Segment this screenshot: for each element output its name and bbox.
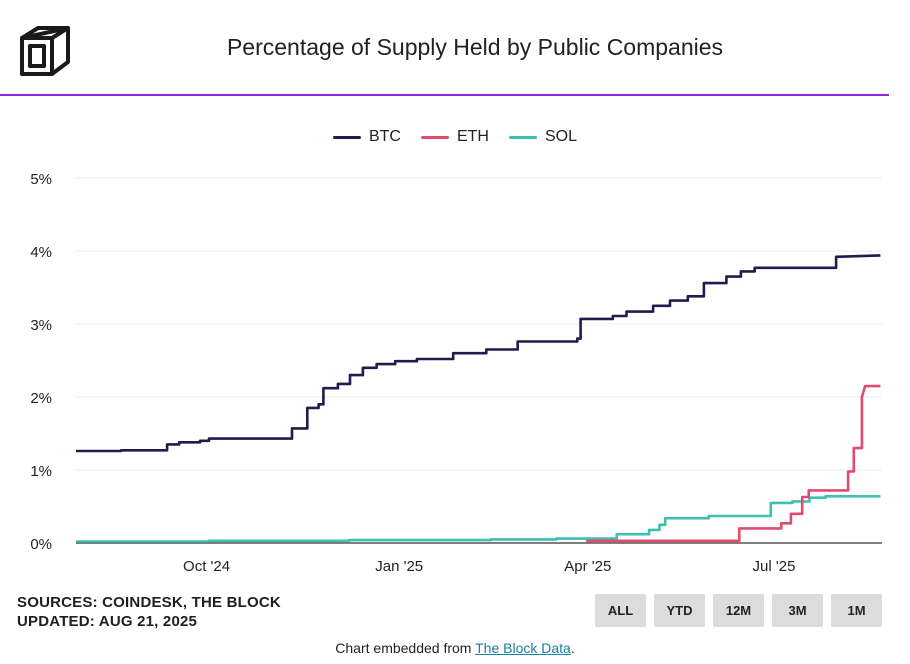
updated-line: UPDATED: AUG 21, 2025 — [17, 613, 198, 630]
legend-swatch-sol — [508, 135, 537, 139]
x-tick-label: Jul '25 — [753, 558, 796, 575]
y-tick-label: 1% — [30, 463, 52, 480]
legend-swatch-btc — [332, 135, 361, 139]
series-line-eth — [586, 384, 881, 543]
legend-label-sol: SOL — [544, 128, 577, 145]
y-tick-label: 5% — [30, 171, 52, 188]
footer-suffix: . — [570, 640, 575, 656]
x-tick-label: Apr '25 — [564, 558, 611, 575]
y-tick-label: 3% — [30, 317, 52, 334]
legend-item-btc[interactable]: BTC — [332, 128, 401, 146]
footer-link[interactable]: The Block Data — [475, 640, 571, 656]
sources-line: SOURCES: COINDESK, THE BLOCK — [17, 594, 281, 611]
header-divider — [0, 94, 889, 96]
range-button-3m[interactable]: 3M — [772, 594, 823, 627]
y-tick-label: 2% — [30, 390, 52, 407]
range-button-12m[interactable]: 12M — [713, 594, 764, 627]
sources-block: SOURCES: COINDESK, THE BLOCK UPDATED: AU… — [17, 593, 281, 631]
range-button-1m[interactable]: 1M — [831, 594, 882, 627]
y-tick-label: 0% — [30, 536, 52, 553]
line-chart[interactable]: 0% 1% 2% 3% 4% 5% Oct '24 Jan '25 Apr '25 Jul '25 — [0, 165, 910, 590]
footer-prefix: Chart embedded from — [335, 640, 476, 656]
range-button-ytd[interactable]: YTD — [654, 594, 705, 627]
legend-item-sol[interactable]: SOL — [508, 128, 577, 146]
legend-item-eth[interactable]: ETH — [420, 128, 489, 146]
x-tick-label: Jan '25 — [375, 558, 423, 575]
legend-swatch-eth — [420, 135, 449, 139]
series-line-btc — [76, 254, 881, 453]
x-tick-label: Oct '24 — [183, 558, 230, 575]
range-buttons: ALL YTD 12M 3M 1M — [595, 594, 882, 627]
header: Percentage of Supply Held by Public Comp… — [0, 0, 910, 96]
series-line-sol — [76, 495, 881, 543]
legend-label-btc: BTC — [368, 128, 401, 145]
range-button-all[interactable]: ALL — [595, 594, 646, 627]
legend-label-eth: ETH — [456, 128, 489, 145]
chart-legend: BTC ETH SOL — [0, 128, 910, 146]
y-tick-label: 4% — [30, 244, 52, 261]
the-block-logo-icon[interactable] — [16, 22, 74, 80]
footer: Chart embedded from The Block Data. — [0, 640, 910, 656]
page-title: Percentage of Supply Held by Public Comp… — [226, 34, 724, 60]
